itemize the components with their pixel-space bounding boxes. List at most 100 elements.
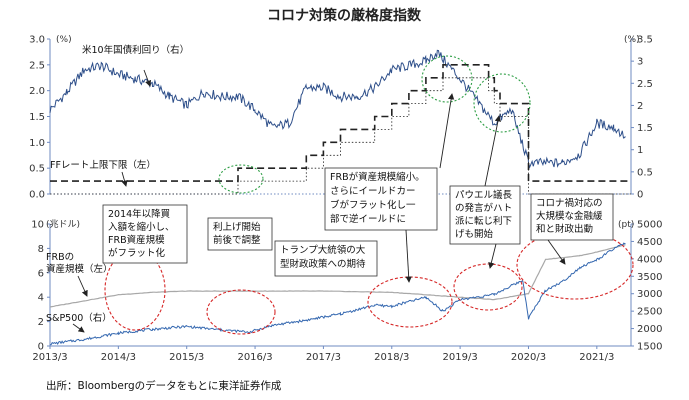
top-left-tick-label: 1.0 (29, 138, 45, 149)
red-dashed-ellipse (453, 263, 523, 311)
annotation-text-line: コロナ禍対応の (536, 197, 603, 209)
annotation-text-line: 利上げ開始 (213, 221, 261, 233)
x-tick-label: 2017/3 (306, 352, 341, 363)
red-dashed-ellipse (206, 289, 276, 335)
ffrate-series-label: FFレート上限下限（左） (50, 159, 156, 171)
bottom-left-tick-label: 2 (38, 317, 44, 328)
bottom-right-axis-unit: (pt) (618, 220, 634, 230)
top-left-tick-label: 3.0 (29, 35, 45, 46)
annotation-arrow (143, 69, 152, 87)
bottom-right-tick-label: 1500 (637, 342, 662, 353)
annotation-text-line: がフラット化 (108, 247, 166, 259)
frb-series-label-line2: 資産規模（左） (46, 263, 113, 275)
annotation-arrow (439, 93, 455, 169)
source-note: 出所：Bloombergのデータをもとに東洋証券作成 (46, 379, 282, 392)
bottom-right-tick-label: 4000 (637, 254, 662, 265)
bottom-left-axis-unit: (兆ドル) (46, 219, 80, 230)
bottom-panel-axes: 0 2 4 6 8 10 1500 2000 2500 3000 3500 4000 4500 5000 2… (31, 220, 662, 364)
top-right-tick-label: 0 (637, 190, 643, 201)
annotation-arrow (484, 115, 502, 187)
x-tick-label: 2013/3 (32, 352, 67, 363)
top-right-tick-label: 1 (637, 145, 643, 156)
bottom-right-tick-label: 2500 (637, 307, 662, 318)
sp500-line (49, 242, 626, 346)
treasury-yield-line (49, 49, 626, 169)
x-tick-label: 2018/3 (374, 352, 409, 363)
chart-title: コロナ対策の厳格度指数 (267, 7, 422, 24)
bottom-left-tick-label: 4 (38, 293, 44, 304)
annotation-arrow (121, 171, 128, 187)
top-left-tick-label: 1.5 (29, 112, 45, 123)
annotation-arrow (488, 243, 497, 269)
annotation-text-line: 前後で調整 (213, 234, 261, 246)
annotation-text-line: さらにイールドカー (330, 186, 416, 197)
top-left-axis-unit: (%) (56, 35, 72, 45)
annotation-arrow (77, 275, 88, 297)
top-right-tick-label: 1.5 (637, 123, 653, 134)
red-dashed-ellipse (367, 276, 453, 328)
frb-assets-line (49, 244, 626, 308)
sp500-series-label: S&P500（右） (46, 312, 112, 324)
annotation-text-line: 和と財政出動 (536, 223, 593, 235)
plot-lines (49, 49, 631, 346)
x-tick-label: 2016/3 (237, 352, 272, 363)
annotation-box (207, 217, 273, 251)
annotation-box (449, 185, 521, 245)
annotation-text-line: ブがフラット化し一 (330, 199, 416, 211)
top-right-tick-label: 2 (637, 101, 643, 112)
bottom-right-tick-label: 2000 (637, 324, 662, 335)
top-right-tick-label: 3 (637, 57, 643, 68)
bottom-right-tick-label: 4500 (637, 237, 662, 248)
bottom-left-tick-label: 6 (38, 268, 44, 279)
top-left-tick-label: 0.0 (29, 190, 45, 201)
bottom-left-tick-label: 8 (38, 244, 44, 255)
frb-series-label-line1: FRBの (46, 252, 74, 263)
green-dashed-ellipse (473, 73, 531, 133)
top-right-axis-unit: (%) (624, 35, 640, 45)
annotation-boxes: 2014年以降買入額を縮小し、FRB資産規模がフラット化利上げ開始前後で調整トラ… (72, 69, 614, 333)
annotation-text-line: パウエル議長 (455, 189, 513, 201)
top-right-tick-label: 0.5 (637, 167, 653, 178)
annotation-arrow (72, 323, 85, 333)
top-right-tick-label: 2.5 (637, 79, 653, 90)
annotation-text-line: げも開始 (455, 228, 494, 240)
annotation-text-line: 大規模な金融緩 (536, 210, 603, 222)
x-tick-label: 2019/3 (443, 352, 478, 363)
annotation-text-line: 2014年以降買 (108, 208, 171, 220)
annotation-text-line: トランプ大統領の大 (280, 244, 366, 256)
bottom-left-tick-label: 10 (31, 220, 44, 231)
top-left-tick-label: 2.0 (29, 86, 45, 97)
annotation-text-line: 入額を縮小し、 (108, 221, 175, 233)
x-tick-label: 2021/3 (579, 352, 614, 363)
bottom-right-tick-label: 3000 (637, 289, 662, 300)
bottom-left-tick-label: 0 (38, 342, 44, 353)
treasury-series-label: 米10年国債利回り（右） (82, 44, 189, 56)
green-dashed-ellipse (421, 55, 473, 103)
annotation-text-line: FRB資産規模 (108, 234, 165, 246)
bottom-right-tick-label: 5000 (637, 220, 662, 231)
annotation-text-line: FRBが資産規模縮小。 (330, 171, 425, 183)
annotation-text-line: の発言がハト (455, 202, 512, 214)
green-dashed-ellipse (218, 164, 264, 194)
top-right-tick-label: 3.5 (637, 35, 653, 46)
x-tick-label: 2015/3 (169, 352, 204, 363)
red-dashed-ellipse (516, 230, 634, 300)
annotation-box (102, 204, 188, 264)
annotation-box (274, 240, 378, 277)
top-left-tick-label: 2.5 (29, 60, 45, 71)
annotation-arrow (405, 229, 412, 283)
top-left-tick-label: 0.5 (29, 164, 45, 175)
bottom-right-tick-label: 3500 (637, 272, 662, 283)
x-tick-label: 2020/3 (511, 352, 546, 363)
annotation-arrow (547, 239, 566, 265)
annotation-box (530, 193, 614, 241)
annotation-box (324, 167, 438, 231)
annotation-text-line: 派に転じ利下 (455, 215, 512, 227)
